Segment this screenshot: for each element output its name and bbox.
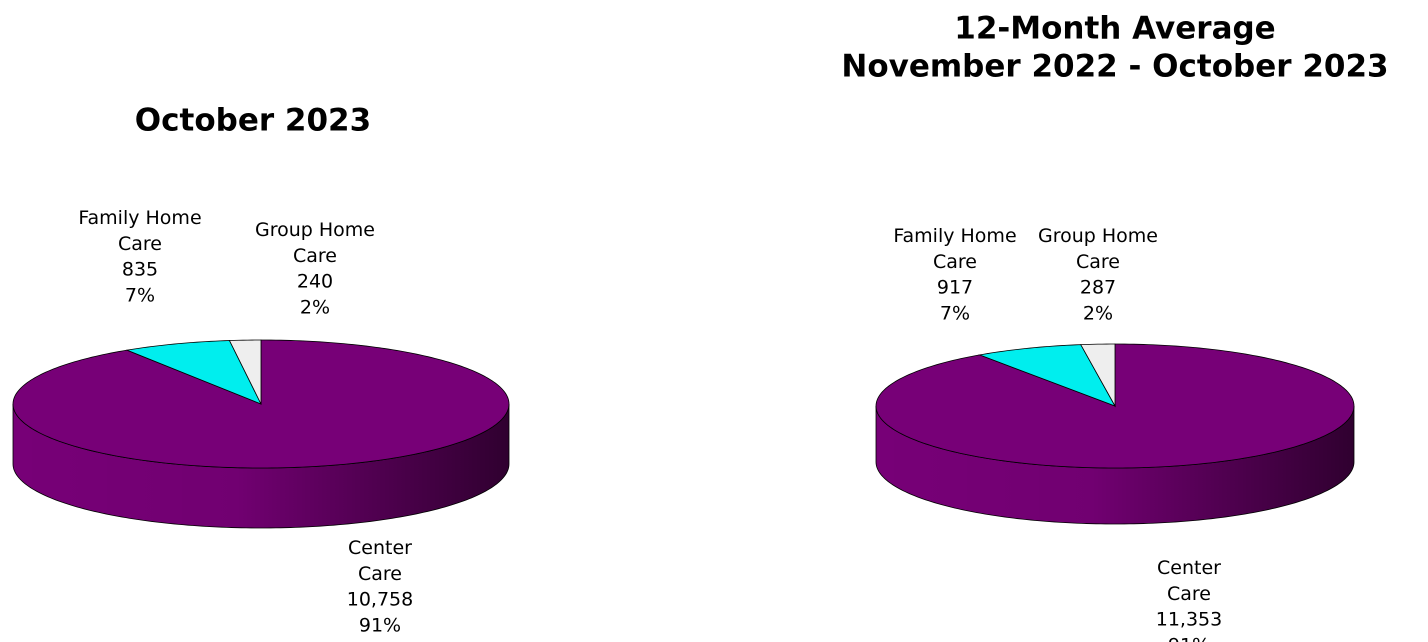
slice-value: 11,353 — [1156, 609, 1222, 631]
pie-slice — [1080, 343, 1116, 408]
slice-percent: 7% — [125, 285, 155, 307]
slice-label: Center Care — [348, 537, 412, 585]
pie-slice — [978, 344, 1116, 407]
slice-label: Group Home Care — [1038, 225, 1158, 273]
pie-side-shade — [13, 404, 509, 528]
pie-slice — [125, 340, 262, 405]
slice-label: Center Care — [1157, 557, 1221, 605]
slice-label: Family Home Care — [893, 225, 1016, 273]
slice-percent: 7% — [940, 303, 970, 325]
chart-subtitle: November 2022 - October 2023 — [841, 49, 1388, 85]
chart-title: October 2023 — [135, 103, 371, 139]
slice-label: Group Home Care — [255, 219, 375, 267]
slice-percent: 91% — [1168, 635, 1210, 642]
slice-value: 835 — [122, 259, 158, 281]
pie-slice — [228, 339, 262, 405]
pie-side-shade — [876, 406, 1354, 524]
slice-value: 287 — [1080, 277, 1116, 299]
slice-percent: 2% — [300, 297, 330, 319]
slice-percent: 91% — [359, 615, 401, 637]
slice-value: 917 — [937, 277, 973, 299]
slice-value: 240 — [297, 271, 333, 293]
slice-value: 10,758 — [347, 589, 413, 611]
chart-title: 12-Month Average — [954, 11, 1275, 47]
slice-percent: 2% — [1083, 303, 1113, 325]
slice-label: Family Home Care — [78, 207, 201, 255]
